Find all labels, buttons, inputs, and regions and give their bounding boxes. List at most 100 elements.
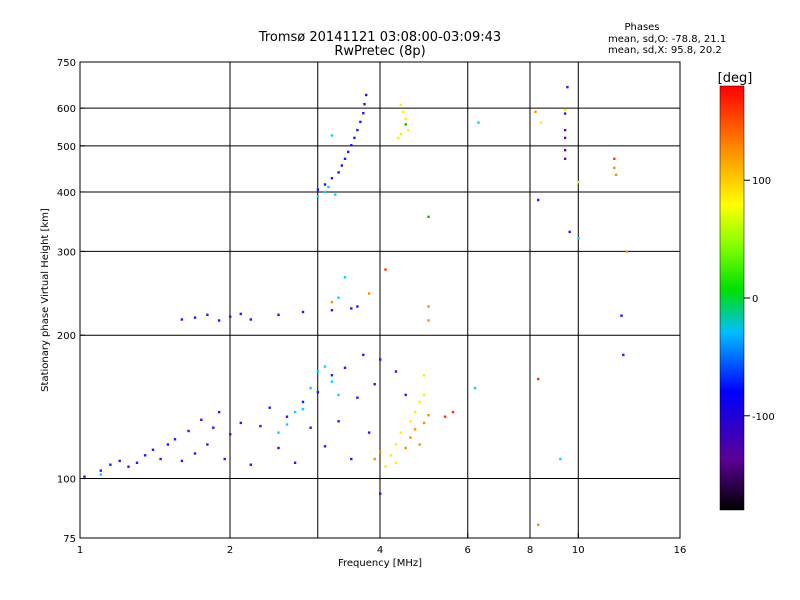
data-point bbox=[404, 117, 407, 121]
data-point bbox=[99, 473, 102, 476]
data-point bbox=[379, 358, 382, 361]
data-point bbox=[356, 396, 359, 399]
data-point bbox=[563, 112, 567, 115]
data-point bbox=[343, 276, 347, 279]
data-point bbox=[285, 423, 289, 426]
data-point bbox=[316, 195, 320, 198]
data-point bbox=[239, 421, 242, 425]
data-point bbox=[127, 465, 130, 468]
phases-line-x: mean, sd,X: 95.8, 20.2 bbox=[608, 45, 722, 56]
data-point bbox=[337, 393, 340, 397]
data-point bbox=[613, 166, 616, 169]
data-point bbox=[399, 103, 402, 107]
phases-line-o: mean, sd,O: -78.8, 21.1 bbox=[608, 34, 726, 45]
data-point bbox=[404, 446, 407, 450]
data-point bbox=[577, 237, 580, 240]
data-point bbox=[118, 459, 121, 463]
data-point bbox=[166, 443, 170, 446]
x-tick-label: 8 bbox=[527, 545, 533, 556]
data-point bbox=[330, 300, 334, 304]
data-point bbox=[159, 457, 162, 461]
y-tick-label: 200 bbox=[57, 331, 76, 342]
colorbar-tick-label: -100 bbox=[752, 412, 775, 423]
y-tick-label: 100 bbox=[57, 475, 76, 486]
x-axis-ticks: 1 2 4 6 8 10 16 bbox=[77, 533, 687, 556]
data-point bbox=[187, 429, 190, 433]
data-point bbox=[406, 128, 410, 132]
data-point bbox=[399, 431, 402, 434]
data-point bbox=[259, 424, 262, 428]
data-point bbox=[418, 443, 421, 446]
data-point bbox=[206, 313, 209, 316]
y-tick-label: 400 bbox=[57, 188, 76, 199]
data-point bbox=[206, 443, 209, 446]
data-points bbox=[83, 85, 628, 527]
data-point bbox=[334, 193, 337, 196]
data-point bbox=[566, 85, 569, 89]
data-point bbox=[379, 492, 382, 495]
data-point bbox=[537, 523, 540, 527]
data-point bbox=[316, 188, 320, 191]
data-point bbox=[180, 318, 184, 321]
data-point bbox=[277, 446, 280, 450]
data-point bbox=[422, 421, 426, 425]
data-point bbox=[389, 454, 392, 457]
data-point bbox=[323, 365, 327, 368]
data-point bbox=[193, 316, 197, 319]
data-point bbox=[343, 157, 347, 160]
data-point bbox=[293, 410, 297, 414]
y-tick-label: 300 bbox=[57, 247, 76, 258]
data-point bbox=[413, 428, 417, 431]
x-tick-label: 2 bbox=[227, 545, 233, 556]
data-point bbox=[363, 103, 366, 106]
data-point bbox=[422, 393, 426, 397]
data-point bbox=[249, 318, 252, 321]
x-tick-label: 6 bbox=[465, 545, 471, 556]
data-point bbox=[379, 450, 382, 453]
data-point bbox=[559, 457, 562, 461]
data-point bbox=[330, 380, 334, 383]
x-tick-label: 4 bbox=[377, 545, 383, 556]
y-tick-label: 750 bbox=[57, 58, 76, 69]
x-tick-label: 16 bbox=[674, 545, 687, 556]
y-axis-label: Stationary phase Virtual Height [km] bbox=[40, 208, 51, 392]
data-point bbox=[316, 391, 320, 394]
data-point bbox=[568, 230, 571, 234]
data-point bbox=[323, 190, 327, 194]
data-point bbox=[99, 469, 102, 472]
data-point bbox=[359, 120, 362, 124]
data-point bbox=[350, 307, 353, 310]
colorbar-ticks: 100 0 -100 bbox=[744, 176, 775, 423]
data-point bbox=[614, 173, 618, 176]
data-point bbox=[180, 459, 184, 463]
data-point bbox=[622, 353, 625, 357]
data-point bbox=[239, 312, 242, 316]
data-point bbox=[309, 426, 312, 429]
data-point bbox=[193, 452, 197, 455]
data-point bbox=[277, 313, 280, 316]
data-point bbox=[365, 93, 368, 97]
data-point bbox=[625, 250, 628, 253]
data-point bbox=[323, 445, 327, 448]
data-point bbox=[301, 408, 305, 411]
data-point bbox=[151, 448, 155, 451]
data-point bbox=[362, 112, 365, 115]
grid-lines bbox=[80, 62, 680, 538]
data-point bbox=[135, 461, 139, 464]
data-point bbox=[394, 461, 398, 464]
data-point bbox=[577, 180, 580, 184]
data-point bbox=[563, 128, 567, 132]
data-point bbox=[343, 366, 347, 369]
data-point bbox=[249, 463, 252, 466]
data-point bbox=[301, 310, 305, 314]
data-point bbox=[384, 465, 387, 468]
data-point bbox=[402, 110, 405, 113]
data-point bbox=[539, 121, 542, 124]
data-point bbox=[309, 386, 312, 390]
data-point bbox=[356, 128, 359, 132]
data-point bbox=[229, 315, 232, 318]
data-point bbox=[330, 134, 334, 137]
data-point bbox=[293, 461, 297, 464]
x-tick-label: 10 bbox=[572, 545, 585, 556]
data-point bbox=[212, 426, 215, 429]
